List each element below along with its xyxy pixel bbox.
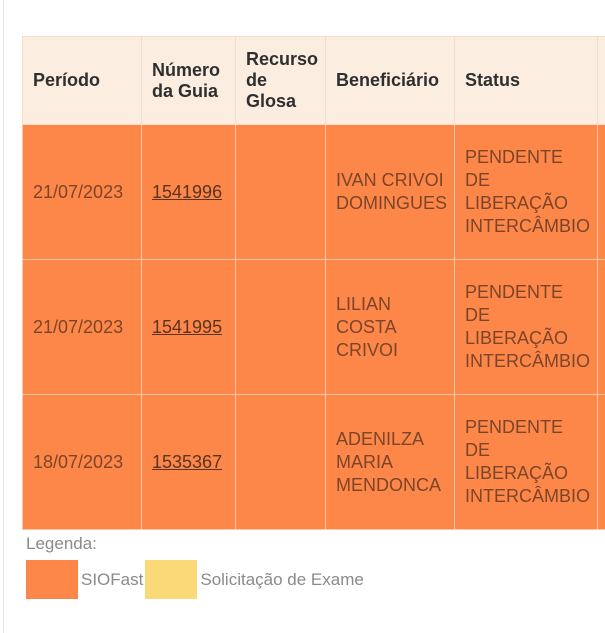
cell-extra (597, 259, 605, 395)
cell-status: PENDENTE DE LIBERAÇÃO INTERCÂMBIO (454, 394, 598, 530)
table-row: 21/07/2023 1541996 IVAN CRIVOI DOMINGUES… (22, 124, 605, 260)
cell-beneficiario: ADENILZA MARIA MENDONCA (325, 394, 455, 530)
table-row: 21/07/2023 1541995 LILIAN COSTA CRIVOI P… (22, 259, 605, 395)
cell-periodo: 18/07/2023 (22, 394, 142, 530)
cell-periodo: 21/07/2023 (22, 259, 142, 395)
cell-periodo: 21/07/2023 (22, 124, 142, 260)
table-row: 18/07/2023 1535367 ADENILZA MARIA MENDON… (22, 394, 605, 530)
legend: Legenda: SIOFast Solicitação de Exame (26, 534, 366, 599)
header-numero-guia[interactable]: Número da Guia (141, 36, 236, 125)
cell-extra (597, 394, 605, 530)
cell-extra (597, 124, 605, 260)
legend-swatch-exame (145, 560, 198, 599)
header-recurso-glosa[interactable]: Recurso de Glosa (235, 36, 326, 125)
cell-recurso (235, 259, 326, 395)
cell-recurso (235, 124, 326, 260)
cell-beneficiario: IVAN CRIVOI DOMINGUES (325, 124, 455, 260)
legend-label-siofast: SIOFast (81, 569, 144, 589)
cell-status: PENDENTE DE LIBERAÇÃO INTERCÂMBIO (454, 124, 598, 260)
legend-title: Legenda: (26, 534, 97, 553)
cell-recurso (235, 394, 326, 530)
header-extra (597, 36, 605, 125)
guia-link[interactable]: 1541995 (152, 316, 223, 337)
guia-link[interactable]: 1541996 (152, 181, 223, 202)
legend-swatch-siofast (26, 560, 78, 599)
cell-status: PENDENTE DE LIBERAÇÃO INTERCÂMBIO (454, 259, 598, 395)
header-beneficiario[interactable]: Beneficiário (325, 36, 455, 125)
header-status[interactable]: Status (454, 36, 598, 125)
cell-beneficiario: LILIAN COSTA CRIVOI (325, 259, 455, 395)
legend-label-exame: Solicitação de Exame (200, 569, 364, 589)
guides-table: Período Número da Guia Recurso de Glosa … (22, 36, 605, 530)
guia-link[interactable]: 1535367 (152, 451, 223, 472)
cell-guia: 1541995 (141, 259, 236, 395)
cell-guia: 1535367 (141, 394, 236, 530)
header-periodo[interactable]: Período (22, 36, 142, 125)
cell-guia: 1541996 (141, 124, 236, 260)
table-header-row: Período Número da Guia Recurso de Glosa … (22, 36, 605, 125)
